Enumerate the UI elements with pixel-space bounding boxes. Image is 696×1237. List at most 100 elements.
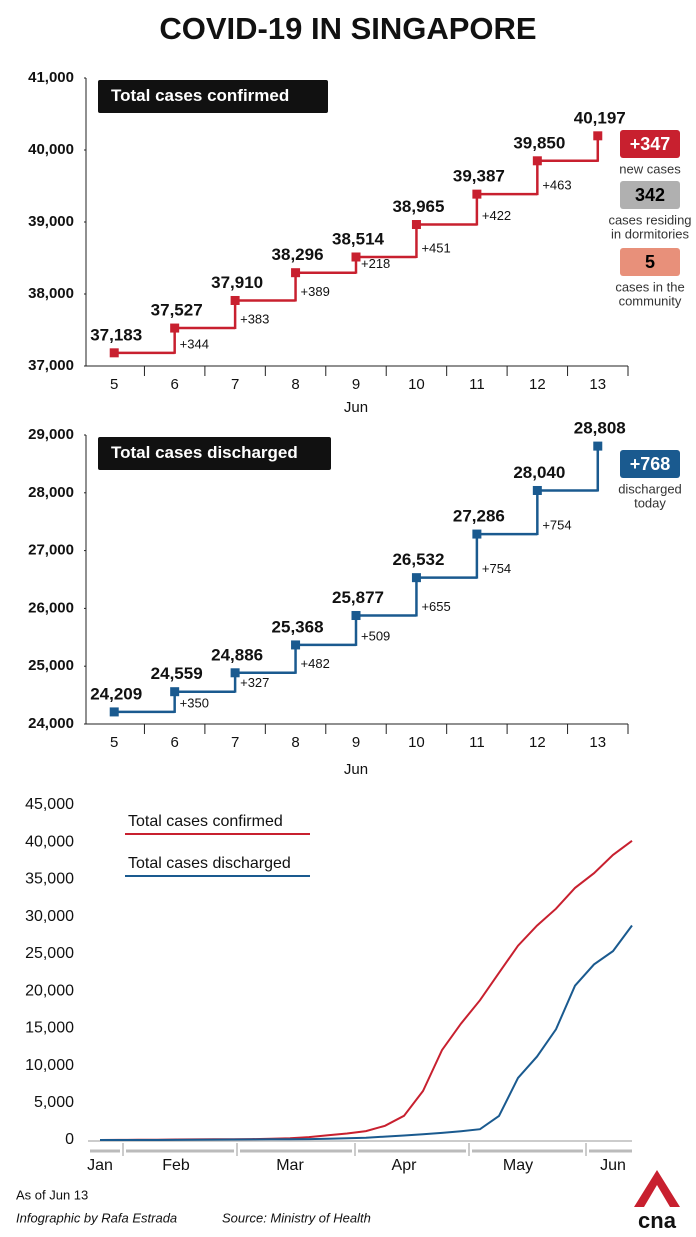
legend-label: Total cases confirmed (128, 813, 283, 830)
x-tick-label: 11 (469, 734, 485, 751)
value-label: 38,514 (332, 229, 385, 248)
point-marker (593, 441, 603, 451)
source: Source: Ministry of Health (222, 1210, 371, 1225)
increment-label: +655 (421, 599, 450, 614)
x-tick-label: 13 (589, 376, 606, 393)
badge-value: +768 (630, 454, 671, 474)
x-tick-label: Jun (600, 1157, 626, 1174)
point-marker (230, 295, 240, 305)
x-axis-label: Jun (344, 761, 368, 778)
x-tick-label: 12 (529, 376, 546, 393)
x-axis-label: Jun (344, 399, 368, 416)
y-tick-label: 0 (65, 1131, 74, 1148)
point-marker (170, 687, 180, 697)
point-marker (351, 252, 361, 262)
point-marker (411, 220, 421, 230)
month-separators (122, 1143, 587, 1156)
point-marker (109, 348, 119, 358)
badge (620, 248, 680, 276)
legend-label: Total cases discharged (128, 855, 291, 872)
badge-value: 5 (645, 252, 655, 272)
point-marker (291, 640, 301, 650)
increment-label: +509 (361, 628, 390, 643)
value-label: 40,197 (574, 108, 626, 127)
value-label: 38,965 (392, 197, 444, 216)
x-tick-label: 9 (352, 376, 360, 393)
increment-label: +327 (240, 675, 269, 690)
y-tick-label: 40,000 (28, 141, 74, 158)
badge-caption: new cases (619, 161, 681, 176)
x-tick-label: 7 (231, 734, 239, 751)
value-label: 39,850 (513, 133, 565, 152)
y-tick-label: 26,000 (28, 599, 74, 616)
increment-label: +754 (482, 561, 511, 576)
main-title: COVID-19 IN SINGAPORE (159, 11, 536, 46)
point-marker (532, 485, 542, 495)
x-tick-label: 10 (408, 734, 425, 751)
increment-label: +754 (542, 518, 571, 533)
badge (620, 130, 680, 158)
value-label: 39,387 (453, 167, 505, 186)
increment-label: +218 (361, 256, 390, 271)
increment-label: +350 (180, 695, 209, 710)
chart-title: Total cases discharged (111, 443, 298, 462)
point-marker (472, 529, 482, 539)
logo-mark (634, 1170, 680, 1207)
x-tick-label: 8 (291, 376, 299, 393)
badge (620, 181, 680, 209)
value-label: 24,209 (90, 684, 142, 703)
increment-label: +451 (421, 240, 450, 255)
x-tick-label: 6 (170, 376, 178, 393)
y-tick-label: 41,000 (28, 69, 74, 86)
value-label: 24,559 (151, 664, 203, 683)
point-marker (351, 611, 361, 621)
increment-label: +463 (542, 178, 571, 193)
x-tick-label: 5 (110, 376, 118, 393)
point-marker (532, 156, 542, 166)
point-marker (291, 268, 301, 278)
y-tick-label: 28,000 (28, 484, 74, 501)
point-marker (593, 131, 603, 141)
x-tick-label: Jan (87, 1157, 113, 1174)
y-tick-label: 29,000 (28, 426, 74, 443)
badge-value: +347 (630, 134, 671, 154)
x-tick-label: Apr (392, 1157, 418, 1174)
x-tick-label: 12 (529, 734, 546, 751)
value-label: 26,532 (392, 550, 444, 569)
y-tick-label: 39,000 (28, 213, 74, 230)
value-label: 28,040 (513, 463, 565, 482)
y-tick-label: 10,000 (25, 1057, 74, 1074)
value-label: 37,910 (211, 273, 263, 292)
x-tick-label: 9 (352, 734, 360, 751)
badge-caption: today (634, 495, 666, 510)
point-marker (170, 323, 180, 333)
point-marker (230, 668, 240, 678)
value-label: 27,286 (453, 507, 505, 526)
y-tick-label: 5,000 (34, 1094, 74, 1111)
x-tick-label: 7 (231, 376, 239, 393)
y-tick-label: 40,000 (25, 833, 74, 850)
title-box (98, 80, 328, 113)
increment-label: +422 (482, 208, 511, 223)
title-box (98, 437, 331, 470)
logo: cna (638, 1208, 677, 1233)
badge (620, 450, 680, 478)
point-marker (109, 707, 119, 717)
y-tick-label: 15,000 (25, 1020, 74, 1037)
point-marker (472, 189, 482, 199)
badge-caption: community (619, 293, 682, 308)
value-label: 24,886 (211, 645, 263, 664)
badge-value: 342 (635, 185, 665, 205)
badge-caption: cases in the (615, 279, 684, 294)
chart-title: Total cases confirmed (111, 86, 289, 105)
y-tick-label: 35,000 (25, 871, 74, 888)
x-tick-label: 10 (408, 376, 425, 393)
y-tick-label: 27,000 (28, 542, 74, 559)
x-tick-label: 8 (291, 734, 299, 751)
x-tick-label: Feb (162, 1157, 190, 1174)
y-tick-label: 45,000 (25, 796, 74, 813)
badge-caption: in dormitories (611, 226, 690, 241)
as-of: As of Jun 13 (16, 1187, 88, 1202)
